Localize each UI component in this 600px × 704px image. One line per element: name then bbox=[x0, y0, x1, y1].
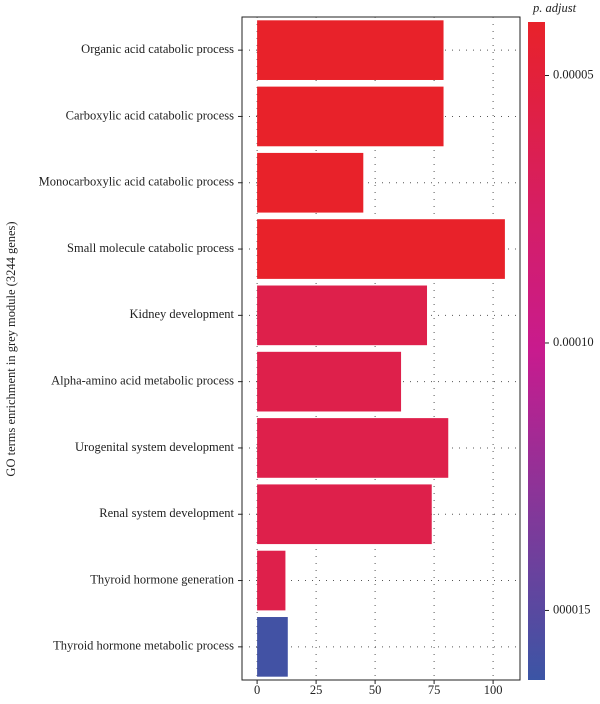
y-tick-label: Kidney development bbox=[130, 307, 235, 321]
bar bbox=[257, 617, 288, 677]
colorbar-tick-label: 0.00010 bbox=[553, 335, 594, 349]
bar bbox=[257, 418, 449, 478]
colorbar-tick-label: 0.00005 bbox=[553, 67, 594, 81]
bar bbox=[257, 550, 286, 611]
bar bbox=[257, 484, 432, 545]
colorbar-title: p. adjust bbox=[532, 1, 577, 15]
bar bbox=[257, 86, 444, 147]
y-tick-label: Thyroid hormone metabolic process bbox=[53, 639, 234, 653]
x-tick-label: 75 bbox=[428, 683, 441, 697]
x-tick-label: 100 bbox=[484, 683, 503, 697]
x-tick-label: 25 bbox=[310, 683, 323, 697]
x-tick-label: 50 bbox=[369, 683, 382, 697]
y-axis-label: GO terms enrichment in grey module (3244… bbox=[4, 221, 18, 476]
x-tick-label: 0 bbox=[254, 683, 260, 697]
y-tick-label: Organic acid catabolic process bbox=[81, 42, 234, 56]
y-tick-label: Urogenital system development bbox=[75, 440, 235, 454]
y-tick-label: Renal system development bbox=[99, 506, 234, 520]
y-tick-label: Alpha-amino acid metabolic process bbox=[51, 374, 234, 388]
y-tick-label: Thyroid hormone generation bbox=[90, 572, 234, 586]
colorbar-tick-label: 000015 bbox=[553, 602, 591, 616]
y-tick-label: Monocarboxylic acid catabolic process bbox=[39, 175, 235, 189]
bar bbox=[257, 285, 428, 346]
plot-frame bbox=[241, 16, 521, 681]
y-tick-label: Carboxylic acid catabolic process bbox=[66, 108, 234, 122]
bar bbox=[257, 219, 505, 279]
bar bbox=[257, 152, 364, 213]
colorbar bbox=[528, 22, 545, 680]
bar bbox=[257, 351, 402, 412]
y-tick-label: Small molecule catabolic process bbox=[67, 241, 234, 255]
bar bbox=[257, 20, 444, 80]
